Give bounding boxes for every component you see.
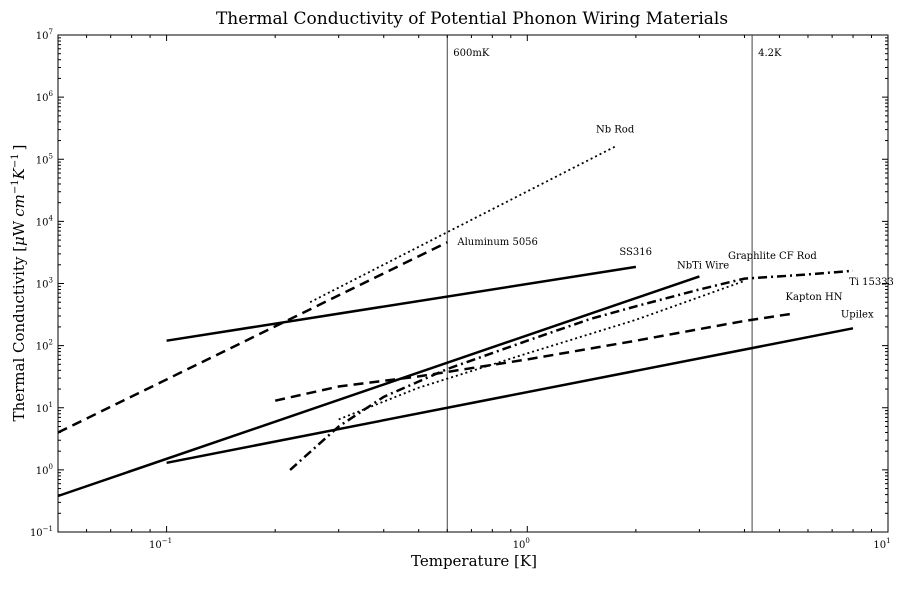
tick-labels: 10−1 100 101 10−1 100 101 102 103 104 105 106 107: [30, 28, 891, 551]
y-label-close: ]: [10, 145, 28, 151]
series-line-aluminum-5056: [57, 241, 448, 434]
series-line-ti-15333: [289, 269, 854, 471]
series-line-ss316: [166, 265, 637, 342]
series-label-nbti-wire: NbTi Wire: [677, 260, 729, 271]
x-axis-label: Temperature [K]: [411, 552, 537, 570]
series-label-graphlite-cf-rod: Graphlite CF Rod: [728, 251, 817, 262]
reference-lines: 600mK 4.2K: [446, 35, 782, 532]
series-line-kapton-hn: [274, 312, 795, 402]
y-label-k: K: [10, 167, 28, 180]
y-label-text: Thermal Conductivity [: [10, 246, 28, 422]
y-tick-label: 104: [36, 214, 54, 228]
series-label-nb-rod: Nb Rod: [596, 124, 635, 135]
series-labels: Nb Rod Aluminum 5056 SS316 NbTi WireGraphli…: [456, 124, 894, 320]
x-tick-label: 101: [873, 537, 890, 551]
series-line-graphlite-cf-rod: [338, 280, 745, 421]
series-label-kapton-hn: Kapton HN: [786, 292, 843, 303]
series-label-aluminum-5056: Aluminum 5056: [456, 237, 538, 248]
series-line-nbti-wire: [57, 275, 700, 498]
series-layer: [57, 145, 854, 498]
series-label-ti-15333: Ti 15333: [849, 277, 894, 288]
y-label-mu: μ: [10, 236, 28, 246]
plot-frame: [57, 34, 889, 533]
series-label-ss316: SS316: [619, 247, 652, 258]
y-tick-label: 100: [36, 463, 53, 477]
y-tick-label: 106: [36, 90, 54, 104]
y-tick-label: 101: [36, 401, 53, 415]
series-line-upilex: [166, 327, 854, 465]
svg-text:Thermal Conductivity [μWcm−1K−: Thermal Conductivity [μWcm−1K−1]: [10, 145, 28, 422]
y-tick-label: 105: [36, 152, 53, 166]
y-tick-label: 102: [36, 339, 53, 353]
x-tick-label: 10−1: [149, 537, 172, 551]
y-axis-label: Thermal Conductivity [μWcm−1K−1]: [10, 145, 28, 422]
y-tick-label: 103: [36, 277, 53, 291]
y-tick-label: 10−1: [30, 525, 53, 539]
y-label-exp2: −1: [10, 153, 21, 168]
ticks-layer: [57, 34, 889, 533]
series-line-nb-rod: [309, 145, 616, 304]
y-label-cm: cm: [10, 194, 28, 217]
chart-title: Thermal Conductivity of Potential Phonon…: [216, 9, 728, 29]
y-label-exp1: −1: [10, 179, 21, 194]
x-tick-label: 100: [513, 537, 530, 551]
reference-line-label: 4.2K: [758, 48, 782, 59]
y-tick-label: 107: [36, 28, 53, 42]
plot-area: [57, 34, 889, 533]
y-label-w: W: [10, 220, 28, 236]
series-label-upilex: Upilex: [841, 309, 874, 320]
reference-line-label: 600mK: [453, 48, 490, 59]
